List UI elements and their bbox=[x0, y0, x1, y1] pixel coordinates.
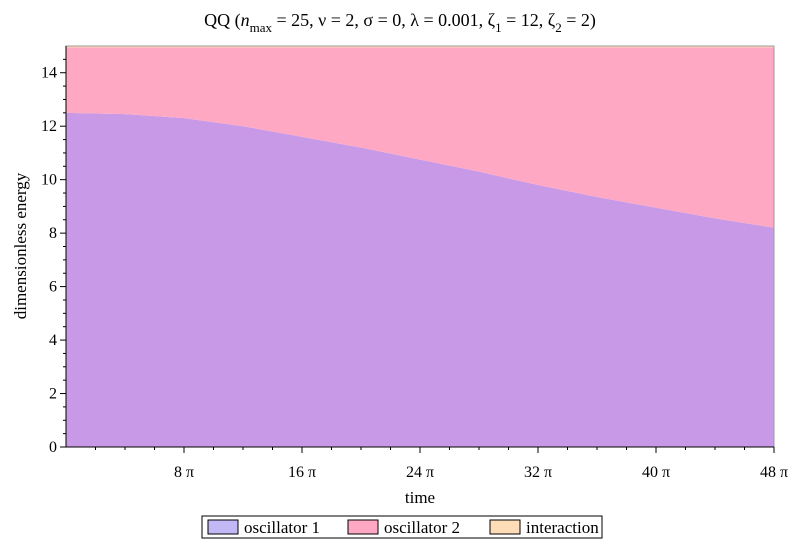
title-part: = 12, ζ bbox=[502, 10, 556, 30]
x-axis-title: time bbox=[405, 488, 435, 507]
plot-areas bbox=[66, 46, 774, 447]
title-prefix: QQ bbox=[204, 10, 235, 30]
y-tick-label: 14 bbox=[41, 65, 57, 82]
chart-title: QQ (nmax = 25, ν = 2, σ = 0, λ = 0.001, … bbox=[204, 10, 596, 35]
title-part: 2 bbox=[555, 20, 562, 35]
title-part: 1 bbox=[495, 20, 502, 35]
legend-label: oscillator 2 bbox=[384, 518, 460, 537]
legend-swatch bbox=[207, 519, 239, 535]
y-tick-label: 6 bbox=[49, 279, 57, 296]
title-part: = 25, ν = 2, σ = 0, λ = 0.001, ζ bbox=[272, 10, 496, 30]
x-tick-label: 16 π bbox=[288, 464, 316, 481]
title-part: ( bbox=[235, 10, 241, 31]
x-tick-label: 8 π bbox=[174, 464, 194, 481]
y-axis-title: dimensionless energy bbox=[11, 172, 30, 319]
y-tick-label: 0 bbox=[49, 439, 57, 456]
legend-swatch bbox=[489, 519, 521, 535]
title-part: n bbox=[241, 10, 250, 30]
area-oscillator-1 bbox=[66, 112, 774, 447]
x-tick-label: 40 π bbox=[642, 464, 670, 481]
area-oscillator-2 bbox=[66, 47, 774, 228]
x-axis: 8 π 16 π 24 π 32 π 40 π 48 π bbox=[66, 446, 788, 481]
chart-title-text: QQ (nmax = 25, ν = 2, σ = 0, λ = 0.001, … bbox=[204, 10, 596, 35]
legend-swatch bbox=[347, 519, 379, 535]
title-part: = 2) bbox=[562, 10, 596, 31]
y-axis: 0 2 4 6 8 10 12 14 bbox=[41, 46, 67, 456]
x-tick-label: 32 π bbox=[524, 464, 552, 481]
x-tick-label: 24 π bbox=[406, 464, 434, 481]
legend-label: interaction bbox=[526, 518, 599, 537]
legend[interactable]: oscillator 1 oscillator 2 interaction bbox=[201, 515, 603, 539]
y-tick-label: 8 bbox=[49, 225, 57, 242]
legend-item-oscillator-1[interactable]: oscillator 1 bbox=[207, 518, 320, 537]
y-tick-label: 2 bbox=[49, 386, 57, 403]
title-part: max bbox=[250, 20, 273, 35]
y-tick-label: 10 bbox=[41, 172, 57, 189]
y-tick-label: 4 bbox=[49, 332, 57, 349]
x-tick-label: 48 π bbox=[760, 464, 788, 481]
legend-label: oscillator 1 bbox=[244, 518, 320, 537]
legend-item-oscillator-2[interactable]: oscillator 2 bbox=[347, 518, 460, 537]
legend-item-interaction[interactable]: interaction bbox=[489, 518, 599, 537]
y-tick-label: 12 bbox=[41, 118, 57, 135]
